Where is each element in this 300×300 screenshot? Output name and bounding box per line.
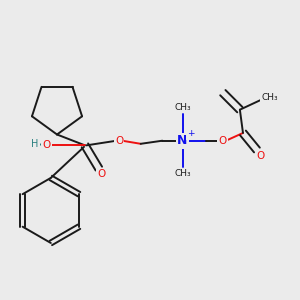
Text: H: H — [31, 139, 38, 149]
Text: N: N — [177, 134, 188, 147]
Text: O: O — [115, 136, 123, 146]
Text: O: O — [98, 169, 106, 179]
Text: O: O — [219, 136, 227, 146]
Text: CH₃: CH₃ — [262, 93, 278, 102]
Text: CH₃: CH₃ — [174, 103, 191, 112]
Text: O: O — [42, 140, 50, 150]
Text: +: + — [188, 129, 195, 138]
Text: O: O — [256, 151, 264, 160]
Text: CH₃: CH₃ — [174, 169, 191, 178]
